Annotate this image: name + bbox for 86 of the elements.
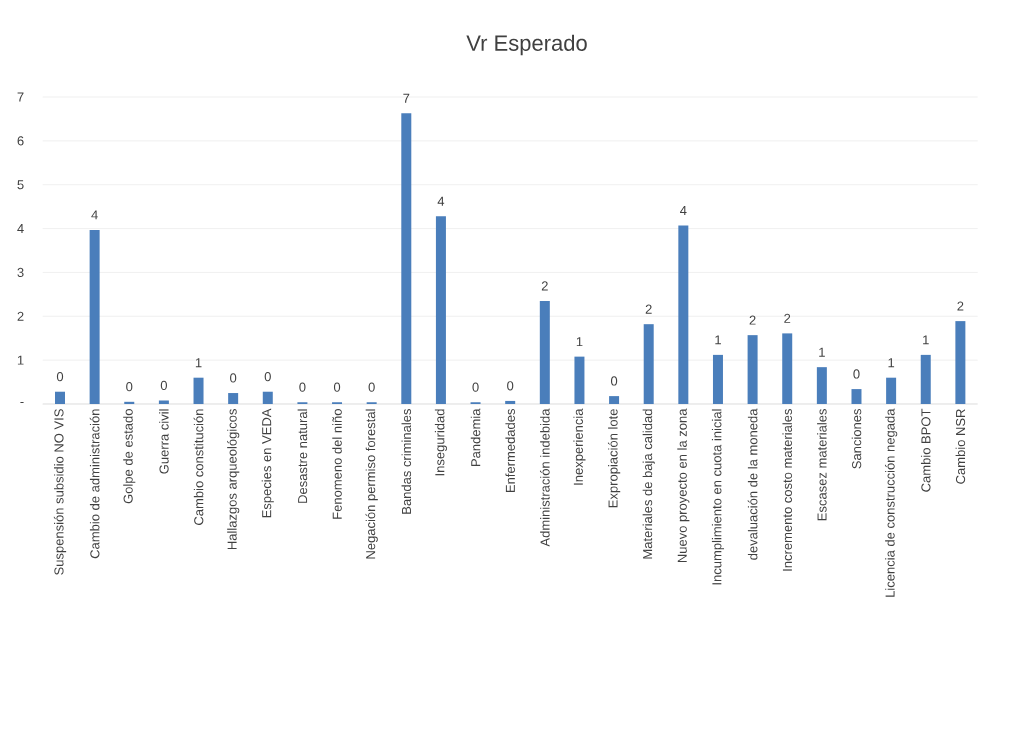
x-tick-label: Desastre natural (297, 409, 308, 503)
x-tick-label: Escasez materiales (817, 409, 827, 521)
data-label: 4 (91, 210, 98, 220)
y-tick-label: - (20, 402, 24, 404)
bar (401, 113, 412, 404)
x-tick-label: Incremento costo materiales (782, 409, 792, 571)
bar (816, 367, 827, 404)
data-label: 2 (957, 301, 964, 311)
data-label: 1 (576, 337, 583, 347)
data-label: 2 (749, 315, 756, 325)
bar (609, 396, 620, 404)
x-tick-label: Expropiación lote (607, 409, 621, 508)
x-tick-label: Enfermedades (505, 409, 515, 493)
bar (89, 229, 100, 404)
x-tick-label: Pandemia (470, 408, 481, 466)
x-tick-label: Fenomeno del niño (332, 409, 342, 519)
data-label: 2 (784, 313, 791, 323)
bar (262, 391, 273, 404)
bar (435, 216, 446, 404)
bar (55, 391, 65, 404)
bar (539, 300, 550, 404)
y-tick-label: 2 (17, 311, 24, 321)
x-tick-label: Guerra civil (159, 409, 169, 474)
x-tick-label: Licencia de construcción negada (884, 408, 898, 597)
x-tick-label: Suspensión subsidio NO VIS (53, 409, 67, 575)
bar (228, 393, 239, 404)
bar (574, 356, 585, 404)
bar (643, 324, 654, 404)
data-label: 0 (299, 382, 306, 392)
x-tick-label: Golpe de estado (123, 409, 136, 504)
x-tick-label: Sanciones (851, 409, 862, 469)
y-tick-label: 5 (17, 180, 24, 190)
data-label: 1 (715, 335, 721, 345)
bar (747, 335, 758, 404)
x-tick-label: Negación permiso forestal (365, 409, 378, 559)
bar (158, 400, 169, 404)
bar (886, 377, 897, 404)
bar (782, 333, 793, 404)
x-tick-label: Hallazgos arqueológicos (227, 409, 240, 550)
bar (124, 401, 135, 404)
y-tick-label: 6 (17, 136, 24, 146)
data-label: 4 (437, 196, 445, 206)
bar (851, 389, 862, 404)
bar (193, 377, 204, 404)
data-label: 1 (888, 358, 895, 368)
data-label: 0 (126, 382, 133, 392)
data-label: 4 (680, 206, 687, 215)
data-label: 0 (472, 382, 479, 392)
data-label: 2 (541, 281, 548, 291)
x-tick-label: Inseguridad (434, 409, 447, 476)
x-tick-label: Nuevo proyecto en la zona (677, 408, 690, 563)
bar (955, 321, 966, 404)
x-tick-label: Cambio NSR (955, 409, 966, 484)
y-tick-label: 4 (17, 224, 24, 234)
x-tick-label: Incumplimiento en cuota inicial (711, 409, 725, 585)
x-tick-label: Inexperiencia (573, 408, 586, 485)
x-tick-label: Administración indebida (539, 408, 550, 547)
x-tick-label: Especies en VEDA (261, 408, 274, 518)
data-label: 0 (230, 373, 237, 383)
bar (678, 225, 689, 404)
bar (505, 400, 516, 404)
data-label: 7 (403, 93, 410, 103)
data-label: 0 (368, 382, 375, 392)
data-label: 0 (160, 380, 167, 390)
chart-title: Vr Esperado (466, 34, 587, 56)
bar (920, 354, 931, 404)
data-label: 2 (645, 304, 652, 314)
data-label: 0 (610, 376, 618, 386)
y-tick-label: 3 (17, 267, 24, 278)
x-tick-label: Cambio de administración (89, 409, 100, 559)
data-label: 1 (923, 335, 929, 345)
data-label: 0 (507, 381, 514, 391)
bar (712, 354, 723, 404)
x-tick-label: devaluación de la moneda (747, 408, 758, 560)
x-tick-label: Cambio constitución (193, 409, 204, 525)
data-label: 0 (333, 382, 341, 392)
y-tick-label: 7 (17, 92, 24, 102)
data-label: 1 (195, 358, 202, 368)
x-tick-label: Materiales de baja calidad (642, 409, 655, 559)
y-tick-label: 1 (17, 355, 24, 365)
x-tick-label: Bandas criminales (401, 409, 412, 514)
x-tick-label: Cambio BPOT (920, 408, 931, 492)
data-label: 1 (819, 347, 825, 357)
data-label: 0 (853, 369, 860, 379)
data-label: 0 (264, 371, 271, 382)
data-label: 0 (56, 371, 64, 382)
